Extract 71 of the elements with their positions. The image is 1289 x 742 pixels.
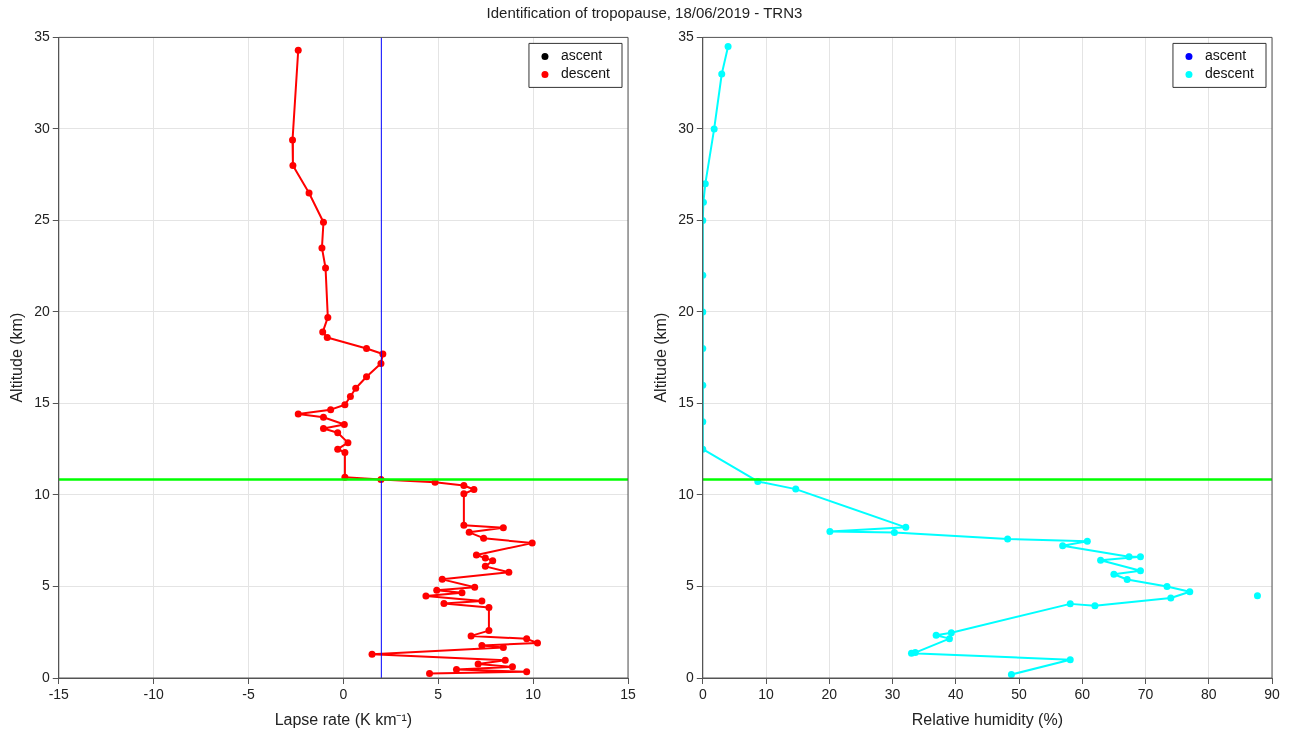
- y-tick-label: 5: [685, 577, 694, 594]
- point: [1123, 576, 1131, 584]
- point: [945, 635, 953, 643]
- y-tick-label: 10: [678, 485, 694, 502]
- y-tick-label: 10: [34, 485, 50, 502]
- point: [890, 528, 898, 536]
- point: [1097, 556, 1105, 564]
- point: [902, 523, 910, 531]
- x-tick-label: 60: [1074, 686, 1091, 703]
- x-axis-title: Lapse rate (K km⁻¹): [274, 710, 413, 728]
- x-tick-label: 10: [525, 686, 542, 703]
- x-tick-label: 90: [1264, 686, 1280, 703]
- point: [724, 43, 732, 51]
- y-tick-label: 25: [678, 211, 694, 228]
- point: [710, 125, 718, 133]
- y-tick-label: 15: [678, 394, 694, 411]
- y-tick-label: 25: [34, 211, 50, 228]
- point: [1066, 656, 1074, 664]
- x-tick-label: 0: [339, 686, 348, 703]
- x-tick-label: -15: [48, 686, 70, 703]
- y-tick-label: 0: [685, 668, 694, 685]
- point: [907, 649, 915, 657]
- point: [1066, 600, 1074, 608]
- x-axis-title: Relative humidity (%): [911, 710, 1063, 728]
- point: [1059, 542, 1067, 550]
- point: [1125, 553, 1133, 561]
- point: [1136, 553, 1144, 561]
- chart-title: Identification of tropopause, 18/06/2019 - TRN3: [485, 3, 804, 23]
- point: [932, 631, 940, 639]
- legend-label: ascent: [560, 47, 603, 64]
- x-tick-label: 15: [620, 686, 636, 703]
- point: [1110, 570, 1118, 578]
- point: [1007, 671, 1015, 678]
- y-tick-label: 30: [34, 119, 50, 136]
- x-tick-label: -5: [242, 686, 255, 703]
- point: [1186, 588, 1194, 596]
- point: [792, 485, 800, 493]
- y-tick-label: 15: [34, 394, 50, 411]
- x-tick-label: -10: [143, 686, 164, 703]
- point: [718, 70, 726, 78]
- legend-label: descent: [1204, 65, 1255, 82]
- x-tick-label: 50: [1011, 686, 1028, 703]
- y-tick-label: 5: [41, 577, 50, 594]
- y-axis-title: Altitude (km): [652, 312, 670, 403]
- point: [1091, 602, 1099, 610]
- point: [1004, 535, 1012, 543]
- point: [826, 528, 834, 536]
- point: [947, 629, 955, 637]
- x-tick-label: 5: [434, 686, 443, 703]
- y-tick-label: 35: [34, 28, 50, 45]
- point: [1083, 537, 1091, 545]
- x-tick-label: 80: [1200, 686, 1217, 703]
- x-tick-label: 0: [698, 686, 707, 703]
- point: [702, 180, 709, 188]
- y-tick-label: 35: [678, 28, 694, 45]
- point: [1167, 594, 1175, 602]
- y-tick-label: 20: [34, 302, 50, 319]
- x-tick-label: 40: [947, 686, 964, 703]
- x-tick-label: 10: [758, 686, 775, 703]
- point: [1136, 567, 1144, 575]
- x-tick-label: 70: [1137, 686, 1154, 703]
- y-tick-label: 20: [678, 302, 694, 319]
- y-tick-label: 30: [678, 119, 694, 136]
- legend-label: descent: [560, 65, 611, 82]
- point: [1253, 592, 1261, 600]
- x-tick-label: 30: [884, 686, 901, 703]
- y-tick-label: 0: [41, 668, 50, 685]
- legend-label: ascent: [1204, 47, 1247, 64]
- point: [1163, 582, 1171, 590]
- y-axis-title: Altitude (km): [8, 312, 26, 403]
- x-tick-label: 20: [821, 686, 838, 703]
